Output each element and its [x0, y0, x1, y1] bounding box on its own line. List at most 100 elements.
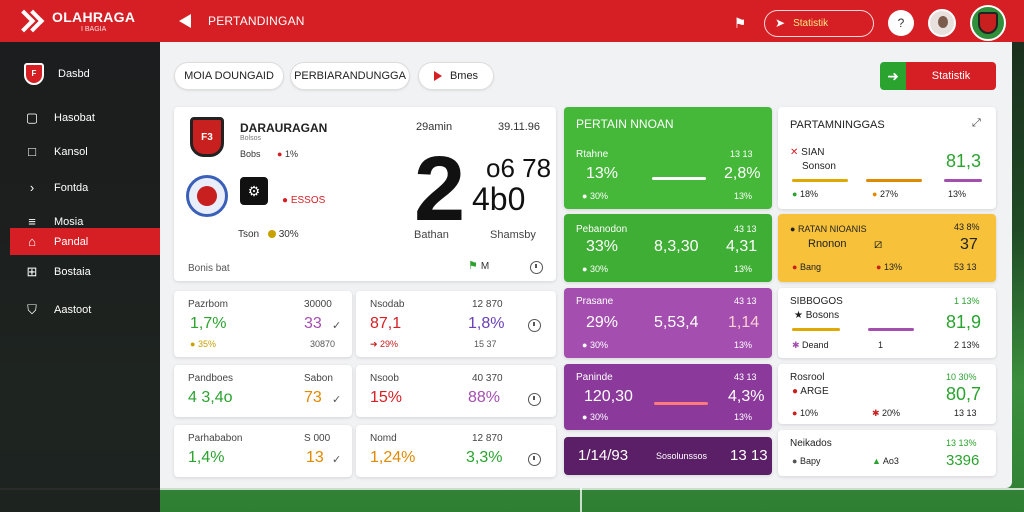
panel-title: 1/14/93 — [578, 447, 629, 464]
question-icon[interactable]: ? — [888, 10, 914, 36]
card-footer-left: Bonis bat — [188, 263, 230, 274]
progress-bar — [944, 179, 982, 182]
flag-icon[interactable]: ⚑ M — [468, 260, 490, 272]
stat-card[interactable]: Parhababon S 000 1,4% 13 ✓ — [174, 425, 352, 477]
stat-sub: Sabon — [304, 373, 333, 384]
stat-value: 4 3,4o — [188, 389, 233, 406]
send-icon: ➤ — [775, 16, 786, 30]
chip-label: MOIA DOUNGAID — [184, 70, 274, 82]
back-button[interactable] — [174, 10, 196, 32]
stat-card[interactable]: Pandboes Sabon 4 3,4o 73 ✓ — [174, 365, 352, 417]
stat-card[interactable]: Nsoob 40 370 15% 88% — [356, 365, 556, 417]
color-panel-dark[interactable]: 1/14/93 Sosolunssos 13 13 — [564, 437, 772, 475]
panel-foot: 13% — [734, 264, 753, 274]
right-panel[interactable]: Rosrool 10 30% ● ARGE 80,7 ● 10% ✱ 20% 1… — [778, 364, 996, 424]
sidebar-item-results[interactable]: ▢ Hasobat — [10, 104, 160, 131]
panel-value: 29% — [586, 314, 619, 331]
menu-icon: ≡ — [28, 214, 36, 229]
stat-label: Nsodab — [370, 299, 405, 310]
panel-value: 5,53,4 — [654, 314, 699, 331]
home-team-badge: F3 — [190, 117, 224, 157]
sidebar-item-label: Bostaia — [54, 265, 91, 278]
panel-foot: 13% — [734, 191, 753, 201]
sidebar-item-match[interactable]: ⌂ Pandal — [10, 228, 160, 255]
right-panel[interactable]: SIBBOGOS 1 13% ★ Bosons 81,9 ✱ Deand 1 2… — [778, 288, 996, 358]
cta-label: Statistik — [906, 62, 996, 90]
avatar[interactable] — [928, 9, 956, 37]
panel-value: 80,7 — [946, 384, 982, 404]
home-team-name: DARAURAGAN — [240, 121, 328, 135]
stat-value: 33 — [304, 315, 322, 332]
color-panel-green[interactable]: Pebanodon 43 13 33% 8,3,30 4,31 ● 30% 13… — [564, 214, 772, 282]
expand-icon[interactable]: ⤢ — [972, 117, 981, 129]
panel-foot: ● 10% — [792, 408, 818, 418]
panel-sub: 43 13 — [734, 224, 757, 234]
panel-foot: ✱ 20% — [872, 408, 901, 418]
panel-title: Neikados — [790, 438, 832, 449]
progress-bar — [652, 177, 706, 180]
stats-cta[interactable]: ➜ Statistik — [880, 62, 996, 90]
panel-name: ✕ SIAN — [790, 147, 825, 158]
match-card[interactable]: F3 DARAURAGAN Bolsos Bobs ● 1% ⚙ ● ESSOS… — [174, 107, 556, 281]
stat-label: Nsoob — [370, 373, 399, 384]
stat-value: 1,8% — [468, 315, 505, 332]
panel-value: 2,8% — [724, 165, 761, 182]
panel-foot: 13% — [734, 340, 753, 350]
panel-value: 8,3,30 — [654, 238, 699, 255]
panel-value: 13% — [586, 165, 619, 182]
panel-value: 81,9 — [946, 312, 982, 332]
panel-foot: 53 13 — [954, 262, 977, 272]
play-icon — [433, 71, 442, 81]
clock-icon[interactable] — [528, 453, 541, 466]
stat-card[interactable]: Nsodab 12 870 87,1 1,8% ➜ 29% 15 37 — [356, 291, 556, 357]
stat-card[interactable]: Pazrbom 30000 1,7% 33 ✓ ● 35% 30870 — [174, 291, 352, 357]
stat-card[interactable]: Nomd 12 870 1,24% 3,3% — [356, 425, 556, 477]
sidebar-item-label: Hasobat — [54, 111, 95, 124]
stat-value: 13 — [306, 449, 324, 466]
brand[interactable]: OLAHRAGA I BAGIA — [0, 0, 160, 42]
panel-sub: Sonson — [802, 161, 836, 172]
panel-label: Rtahne — [576, 149, 609, 160]
sidebar-item-label: Dasbd — [58, 67, 90, 80]
sidebar-item-control[interactable]: □ Kansol — [10, 138, 160, 165]
sidebar-item-dashboard[interactable]: F Dasbd — [10, 60, 160, 87]
sidebar-item-label: Kansol — [54, 145, 88, 158]
clock-icon[interactable] — [528, 393, 541, 406]
video-chip[interactable]: Bmes — [418, 62, 494, 90]
check-icon: ✓ — [332, 394, 342, 406]
sidebar-item-forward[interactable]: › Fontda — [10, 174, 160, 201]
score-alt-bottom: 4b0 — [472, 181, 526, 217]
color-panel-green[interactable]: PERTAIN NNOAN Rtahne 13 13 13% 2,8% ● 30… — [564, 107, 772, 209]
right-panel-yellow[interactable]: ● RATAN NIOANIS 43 8% Rnonon ⧄ 37 ● Bang… — [778, 214, 996, 282]
clock-icon[interactable] — [528, 319, 541, 332]
filter-chip[interactable]: PERBIARANDUNGGA — [290, 62, 410, 90]
shield-outline-icon: ⛉ — [27, 301, 37, 317]
clock-icon[interactable] — [530, 261, 543, 274]
right-panel[interactable]: Neikados 13 13% ● Bapy ▲ Ao3 3396 — [778, 430, 996, 476]
panel-value: 120,30 — [584, 388, 633, 405]
match-date: 39.11.96 — [498, 121, 541, 133]
back-arrow-icon — [179, 14, 191, 28]
sidebar-item-media[interactable]: ≡ Mosia — [10, 208, 160, 235]
sidebar-item-settings[interactable]: ⛉ Aastoot — [10, 296, 160, 323]
color-panel-purple[interactable]: Paninde 43 13 120,30 4,3% ● 30% 13% — [564, 364, 772, 430]
filter-chip[interactable]: MOIA DOUNGAID — [174, 62, 284, 90]
panel-foot: 2 13% — [954, 340, 980, 350]
panel-foot: ● 18% — [792, 189, 818, 199]
panel-sub: 43 13 — [734, 296, 757, 306]
color-panel-purple[interactable]: Prasane 43 13 29% 5,53,4 1,14 ● 30% 13% — [564, 288, 772, 358]
right-panel[interactable]: PARTAMNINGGAS ⤢ ✕ SIAN Sonson 81,3 ● 18%… — [778, 107, 996, 209]
stat-value: 3,3% — [466, 449, 503, 466]
progress-bar — [868, 328, 914, 331]
panel-value: 3396 — [946, 452, 980, 469]
panel-sub: 13 13 — [730, 149, 753, 159]
panel-value: 1,14 — [728, 314, 760, 331]
progress-bar — [866, 179, 922, 182]
score-label-right: Shamsby — [490, 229, 536, 241]
stats-pill-button[interactable]: ➤ Statistik — [764, 9, 874, 37]
flag-icon[interactable]: ⚑ — [733, 14, 747, 31]
club-badge[interactable] — [970, 5, 1006, 41]
progress-bar — [792, 179, 848, 182]
sidebar-item-stats[interactable]: ⊞ Bostaia — [10, 258, 160, 285]
panel-value: 33% — [586, 238, 619, 255]
